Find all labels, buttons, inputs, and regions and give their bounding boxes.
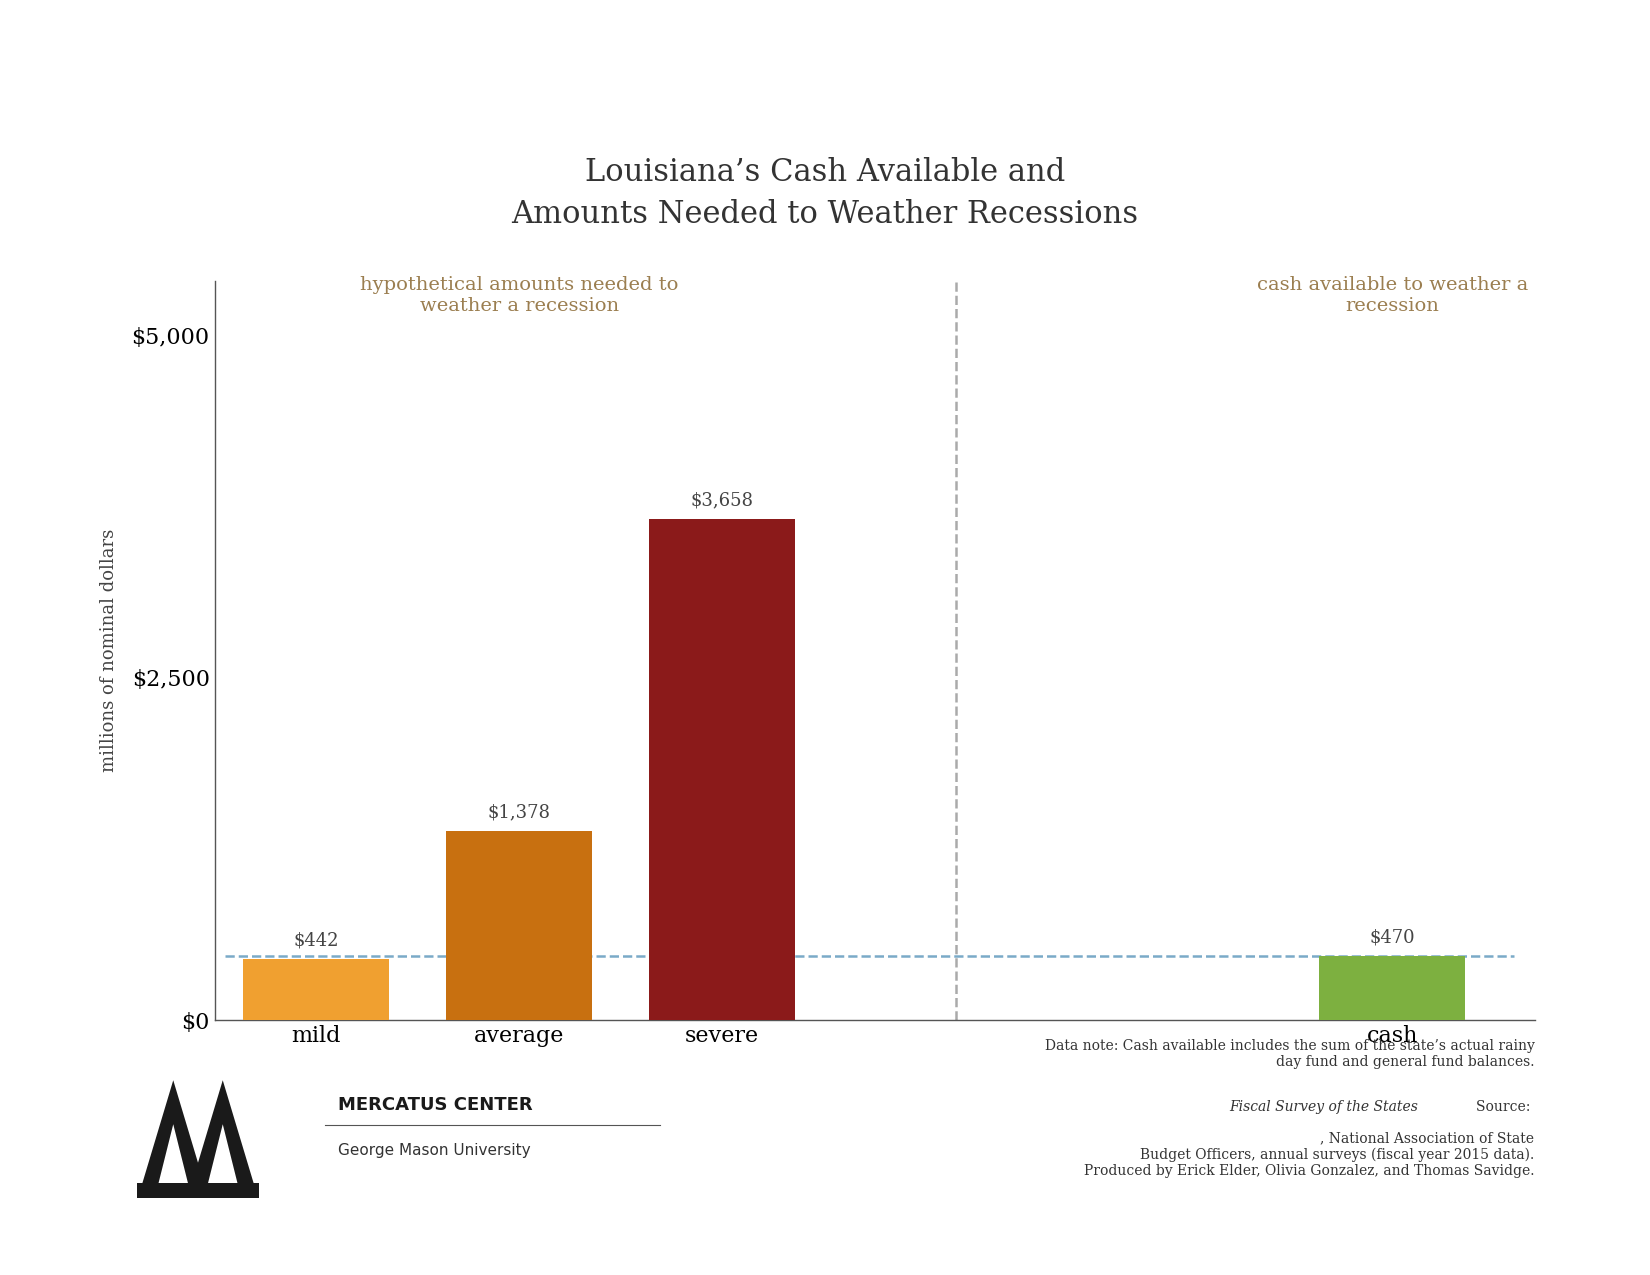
Text: MERCATUS CENTER: MERCATUS CENTER	[338, 1096, 533, 1114]
Text: Data note: Cash available includes the sum of the state’s actual rainy
day fund : Data note: Cash available includes the s…	[1044, 1039, 1534, 1070]
Text: hypothetical amounts needed to
weather a recession: hypothetical amounts needed to weather a…	[360, 275, 678, 315]
Text: $470: $470	[1370, 928, 1416, 946]
Polygon shape	[206, 1125, 239, 1191]
Polygon shape	[190, 1080, 256, 1191]
Text: Louisiana’s Cash Available and: Louisiana’s Cash Available and	[584, 157, 1066, 187]
Text: George Mason University: George Mason University	[338, 1142, 531, 1158]
Bar	[1320, 956, 1465, 1020]
Text: Fiscal Survey of the States: Fiscal Survey of the States	[1229, 1100, 1417, 1114]
Text: $1,378: $1,378	[488, 803, 551, 821]
Bar	[446, 831, 592, 1020]
Y-axis label: millions of nominal dollars: millions of nominal dollars	[99, 529, 117, 771]
Polygon shape	[157, 1125, 190, 1191]
Text: , National Association of State
Budget Officers, annual surveys (fiscal year 201: , National Association of State Budget O…	[1084, 1131, 1534, 1178]
Polygon shape	[140, 1080, 206, 1191]
Text: cash available to weather a
recession: cash available to weather a recession	[1257, 275, 1528, 315]
Text: Source:: Source:	[1475, 1100, 1535, 1114]
Polygon shape	[137, 1183, 259, 1197]
Bar	[648, 519, 795, 1020]
Text: $442: $442	[294, 932, 338, 950]
Bar	[243, 960, 389, 1020]
Text: $3,658: $3,658	[691, 491, 754, 510]
Text: Amounts Needed to Weather Recessions: Amounts Needed to Weather Recessions	[512, 199, 1138, 230]
